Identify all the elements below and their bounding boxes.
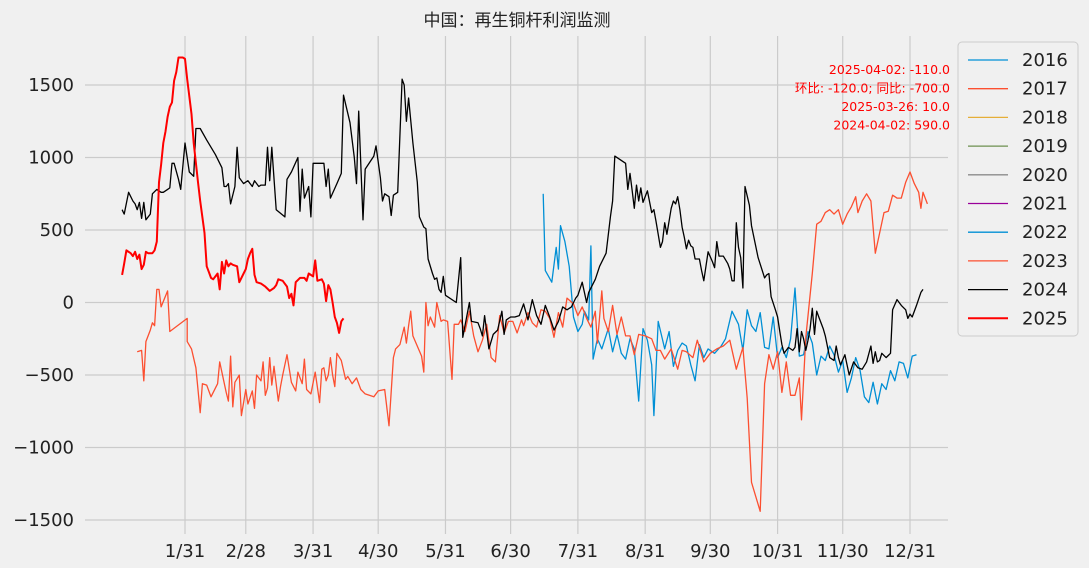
x-tick-label: 6/30 [490,541,530,562]
gridlines [85,36,948,534]
y-tick-label: −1500 [13,510,74,531]
legend-label-2023: 2023 [1022,251,1068,272]
y-tick-label: −1000 [13,438,74,459]
annotation-line: 2025-03-26: 10.0 [841,99,950,114]
legend-label-2024: 2024 [1022,280,1068,301]
y-axis-tick-labels: −1500 −1000 −500 0 500 1000 1500 [13,75,74,531]
y-tick-label: 1000 [28,148,74,169]
x-tick-label: 8/31 [625,541,665,562]
x-axis-tick-labels: 1/31 2/28 3/31 4/30 5/31 6/30 7/31 8/31 9/30 10/3… [165,541,936,562]
legend-label-2021: 2021 [1022,194,1068,215]
legend-label-2022: 2022 [1022,222,1068,243]
x-tick-label: 11/30 [817,541,869,562]
y-tick-label: −500 [25,365,74,386]
x-tick-label: 4/30 [358,541,398,562]
y-tick-label: 1500 [28,75,74,96]
x-tick-label: 10/31 [752,541,804,562]
legend-label-2016: 2016 [1022,50,1068,71]
x-tick-label: 1/31 [165,541,205,562]
annotation-line: 2024-04-02: 590.0 [833,118,950,133]
legend-label-2018: 2018 [1022,107,1068,128]
series-line-2024 [121,78,924,376]
series-line-2022 [542,193,917,417]
x-tick-label: 3/31 [293,541,333,562]
legend-label-2019: 2019 [1022,136,1068,157]
legend-box [957,41,1079,337]
annotation-line: 环比: -120.0; 同比: -700.0 [795,81,950,96]
annotation-line: 2025-04-02: -110.0 [829,62,950,77]
x-tick-label: 7/31 [558,541,598,562]
y-tick-label: 0 [63,293,74,314]
legend-label-2025: 2025 [1022,308,1068,329]
series-line-2025 [121,56,345,334]
legend: 2016 2017 2018 2019 2020 2021 2022 2023 2024 2025 [957,41,1079,337]
series-line-2023 [137,171,929,512]
plot-area [121,56,929,512]
legend-label-2020: 2020 [1022,165,1068,186]
x-tick-label: 12/31 [884,541,936,562]
x-tick-label: 5/31 [425,541,465,562]
legend-label-2017: 2017 [1022,79,1068,100]
chart-title: 中国：再生铜杆利润监测 [424,11,611,31]
y-tick-label: 500 [40,220,74,241]
x-tick-label: 9/30 [690,541,730,562]
x-tick-label: 2/28 [226,541,266,562]
annotation-block: 2025-04-02: -110.0 环比: -120.0; 同比: -700.0… [795,62,950,133]
